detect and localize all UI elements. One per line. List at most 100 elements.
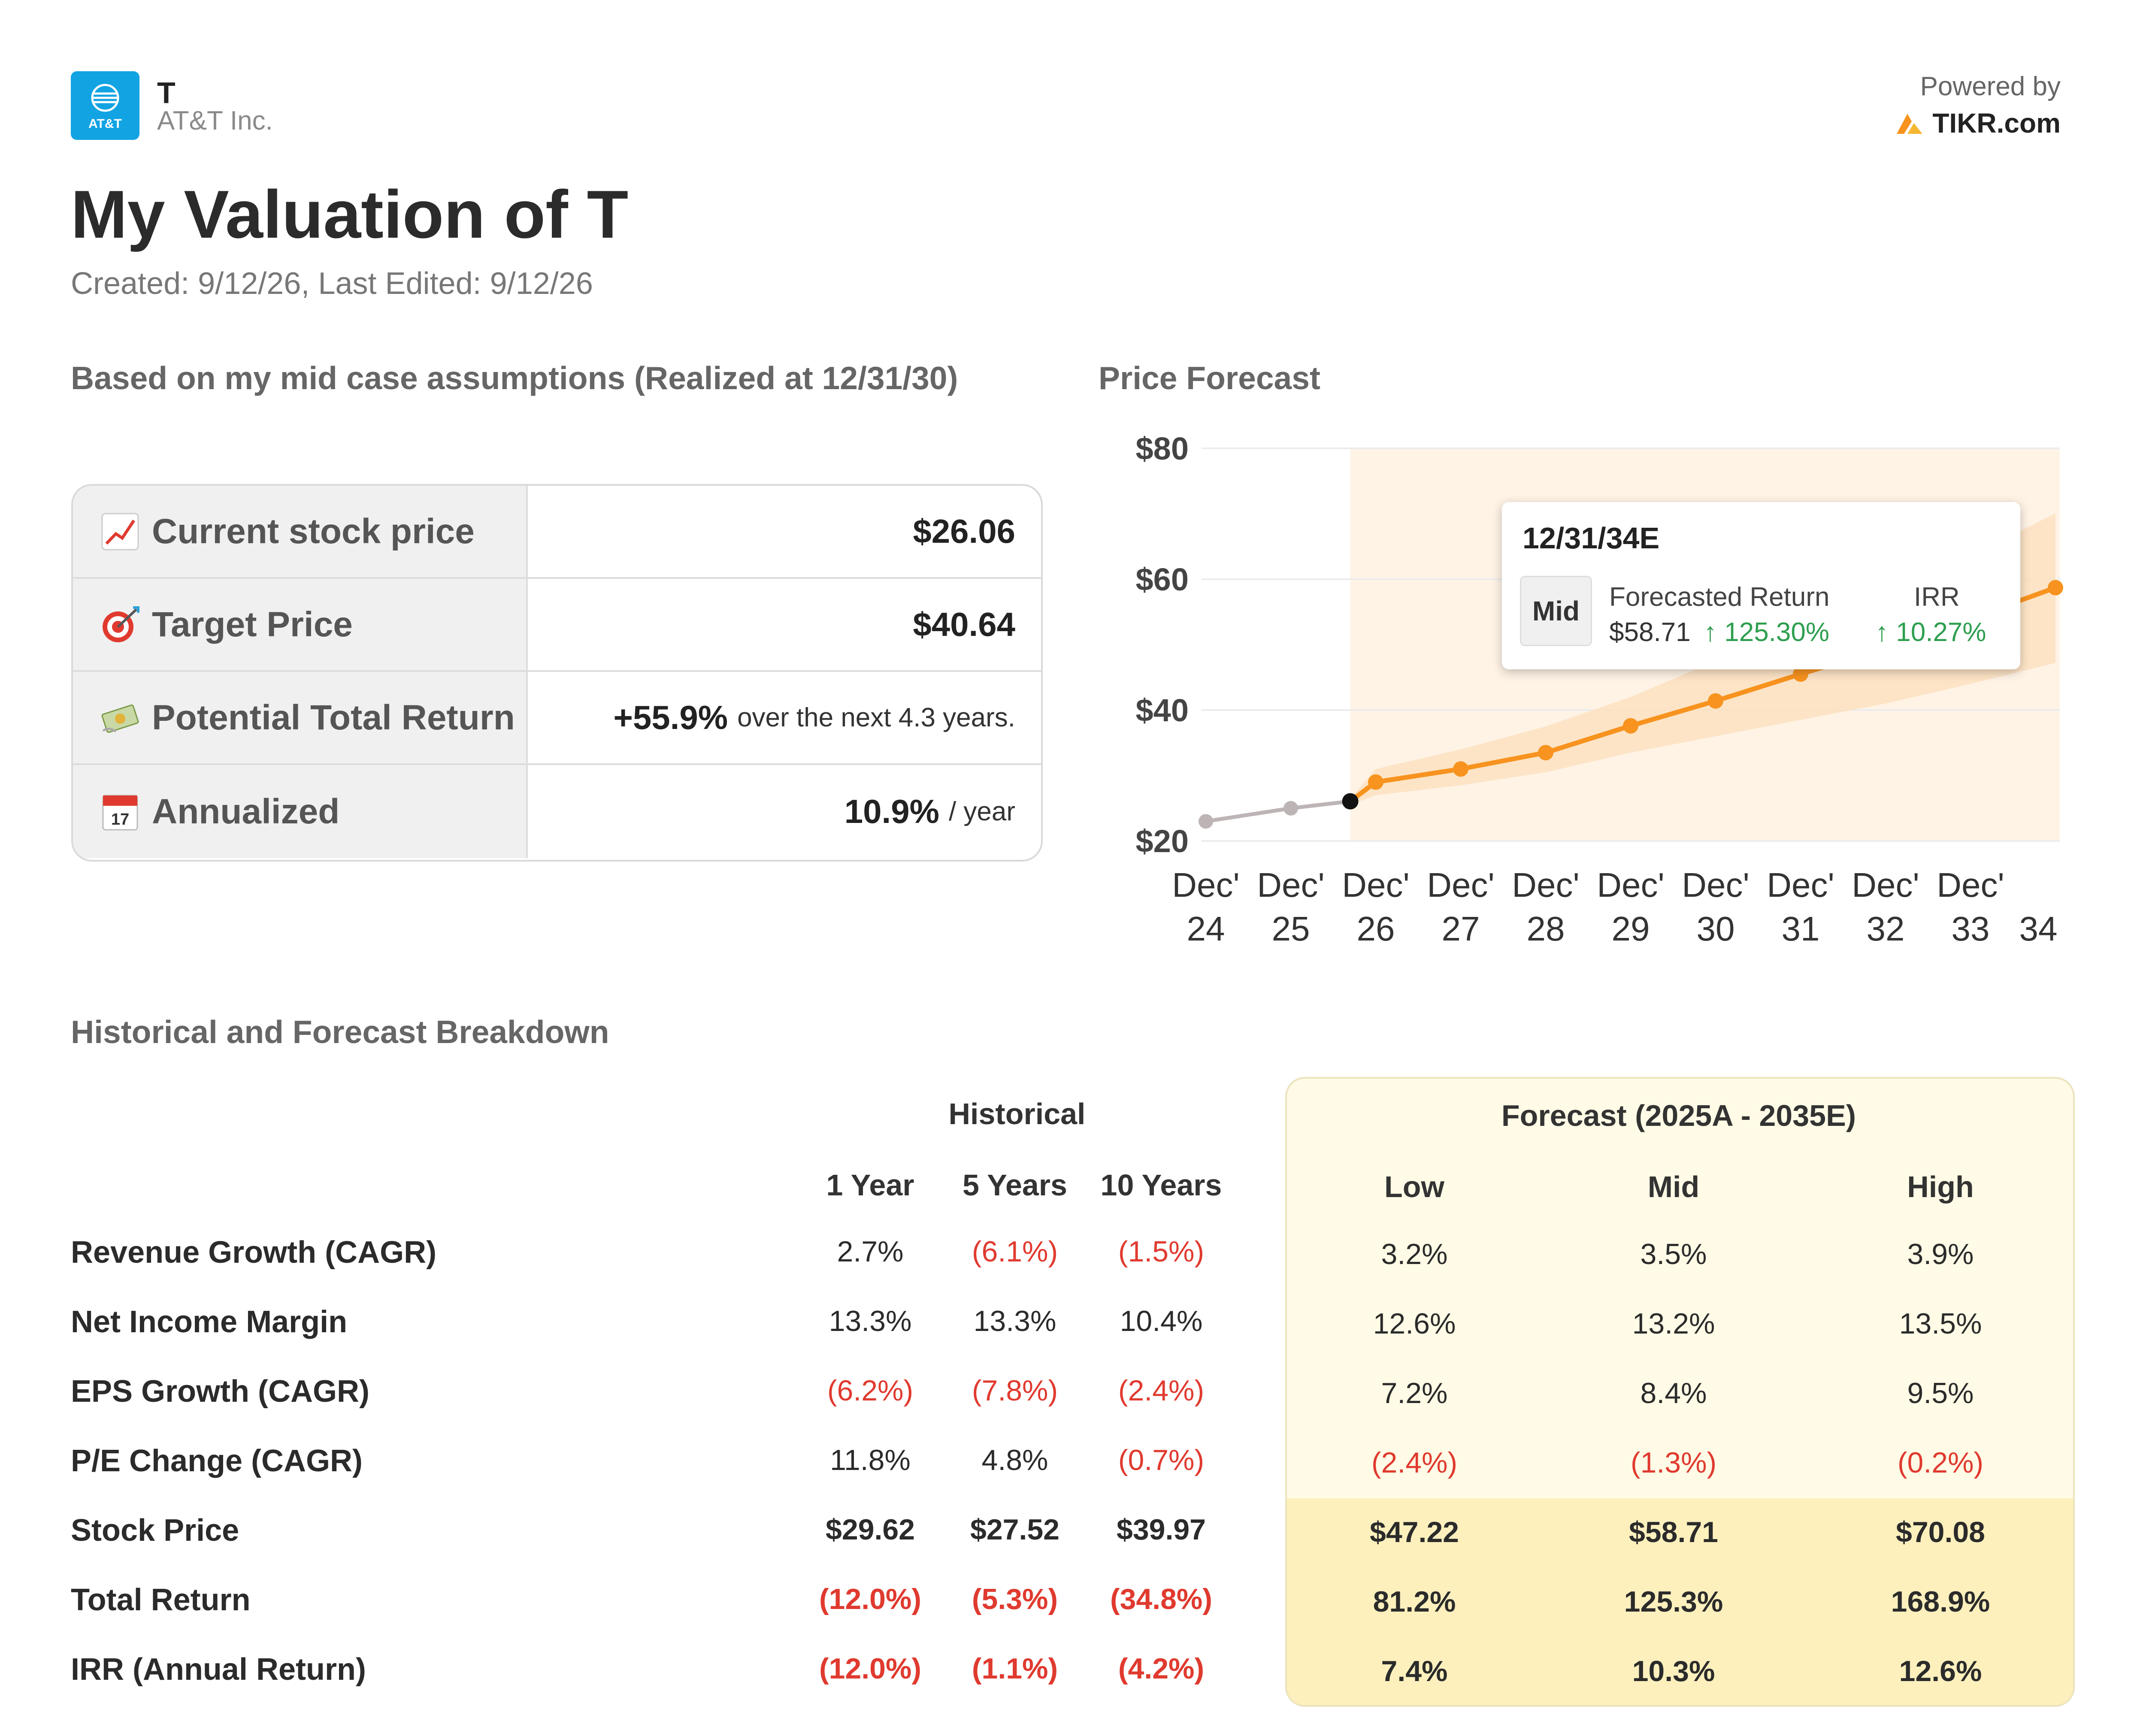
table-cell: 7.4% <box>1381 1655 1448 1688</box>
row-label: Net Income Margin <box>71 1305 348 1339</box>
row-label: Total Return <box>71 1583 251 1617</box>
historical-point <box>1283 801 1298 816</box>
col-header-5-years: 5 Years <box>963 1168 1067 1202</box>
forecast-heading: Forecast (2025A - 2035E) <box>1501 1099 1856 1132</box>
table-cell: (4.2%) <box>1118 1652 1205 1685</box>
forecast-point <box>1453 761 1468 777</box>
forecast-point <box>1368 774 1383 790</box>
tooltip-irr: ↑ 10.27% <box>1875 617 1986 647</box>
target-icon <box>99 603 142 646</box>
summary-table: Current stock price $26.06 Target Price … <box>71 484 1043 862</box>
table-cell: (1.1%) <box>972 1652 1058 1685</box>
table-cell: (7.8%) <box>972 1374 1058 1407</box>
tooltip-forecasted-return-label: Forecasted Return <box>1609 582 1830 612</box>
x-tick-label: Dec' <box>1342 866 1410 904</box>
table-cell: 2.7% <box>837 1235 904 1268</box>
company-name: AT&T Inc. <box>157 106 273 136</box>
summary-label: Potential Total Return <box>152 698 515 737</box>
table-cell: (5.3%) <box>972 1583 1058 1615</box>
y-tick-label: $60 <box>1136 562 1189 597</box>
col-header-1-year: 1 Year <box>826 1168 914 1202</box>
summary-value: 10.9% <box>844 792 939 830</box>
page-title: My Valuation of T <box>71 177 629 252</box>
table-cell: 12.6% <box>1373 1307 1456 1340</box>
x-tick-label: 32 <box>1867 910 1905 948</box>
summary-suffix: / year <box>948 797 1015 826</box>
chart-tooltip: 12/31/34E Mid Forecasted Return IRR $58.… <box>1502 502 2020 669</box>
table-cell: $47.22 <box>1370 1516 1459 1548</box>
x-tick-label: 24 <box>1187 910 1225 948</box>
calendar-icon: 17 <box>99 790 142 833</box>
col-header-high: High <box>1907 1170 1974 1204</box>
table-cell: 13.3% <box>829 1305 912 1337</box>
tikr-brand[interactable]: TIKR.com <box>1895 107 2061 139</box>
table-cell: (6.1%) <box>972 1235 1058 1268</box>
table-cell: 13.3% <box>973 1305 1056 1337</box>
table-cell: (12.0%) <box>819 1583 922 1615</box>
table-cell: 10.4% <box>1120 1305 1203 1337</box>
table-cell: 12.6% <box>1899 1655 1982 1688</box>
forecast-point <box>1708 693 1723 709</box>
table-cell: $58.71 <box>1629 1516 1718 1548</box>
forecast-point <box>1538 745 1553 761</box>
table-cell: $70.08 <box>1896 1516 1985 1548</box>
x-tick-label: Dec' <box>1682 866 1750 904</box>
table-cell: 3.2% <box>1381 1238 1448 1270</box>
x-tick-label: Dec' <box>1427 866 1495 904</box>
tooltip-return: ↑ 125.30% <box>1704 617 1829 647</box>
table-cell: $39.97 <box>1117 1513 1206 1546</box>
table-cell: (2.4%) <box>1371 1446 1458 1479</box>
created-edited-dates: Created: 9/12/26, Last Edited: 9/12/26 <box>71 266 593 301</box>
att-logo: AT&T <box>71 71 139 140</box>
table-cell: 7.2% <box>1381 1377 1448 1409</box>
x-tick-label: Dec' <box>1852 866 1919 904</box>
money-icon <box>99 696 142 739</box>
summary-row-current-price: Current stock price $26.06 <box>73 486 1041 579</box>
tikr-brand-text: TIKR.com <box>1932 108 2061 139</box>
row-label: IRR (Annual Return) <box>71 1652 366 1687</box>
tooltip-price: $58.71 <box>1609 617 1691 647</box>
summary-label: Target Price <box>152 605 353 644</box>
tooltip-case-badge: Mid <box>1520 576 1592 646</box>
col-header-low: Low <box>1384 1170 1444 1204</box>
table-cell: 13.5% <box>1899 1307 1982 1340</box>
table-cell: 4.8% <box>981 1444 1048 1476</box>
summary-suffix: over the next 4.3 years. <box>737 703 1015 732</box>
y-tick-label: $20 <box>1136 823 1189 859</box>
historical-point <box>1199 814 1213 829</box>
table-cell: 81.2% <box>1373 1585 1456 1618</box>
tikr-logo-icon <box>1897 114 1923 134</box>
x-tick-label: 25 <box>1272 910 1310 948</box>
table-cell: $29.62 <box>826 1513 915 1546</box>
tooltip-irr-label: IRR <box>1914 582 1960 612</box>
y-tick-label: $40 <box>1136 693 1189 728</box>
forecast-point <box>2048 580 2063 596</box>
forecast-highlight-rows <box>1287 1498 2073 1705</box>
table-cell: 11.8% <box>830 1444 911 1476</box>
historical-heading: Historical <box>948 1097 1086 1131</box>
x-tick-label: Dec' <box>1257 866 1325 904</box>
row-label: Revenue Growth (CAGR) <box>71 1235 437 1270</box>
chart-up-icon <box>99 510 142 553</box>
table-cell: 13.2% <box>1632 1307 1715 1340</box>
x-tick-label: Dec' <box>1597 866 1665 904</box>
x-tick-label: 29 <box>1612 910 1650 948</box>
summary-label: Annualized <box>152 792 340 831</box>
table-cell: (6.2%) <box>827 1374 914 1407</box>
table-cell: 125.3% <box>1624 1585 1723 1618</box>
x-tick-label: 31 <box>1782 910 1820 948</box>
table-cell: (0.7%) <box>1118 1444 1205 1476</box>
x-tick-label: 34 <box>2019 910 2058 948</box>
svg-text:17: 17 <box>111 811 129 829</box>
breakdown-heading: Historical and Forecast Breakdown <box>71 1014 609 1050</box>
forecast-point <box>1793 666 1808 682</box>
table-cell: 8.4% <box>1640 1377 1707 1409</box>
summary-value: $26.06 <box>913 512 1015 550</box>
table-cell: 168.9% <box>1891 1585 1990 1618</box>
table-cell: (0.2%) <box>1897 1446 1984 1479</box>
row-label: P/E Change (CAGR) <box>71 1444 363 1478</box>
historical-line <box>1205 799 1351 823</box>
table-cell: (12.0%) <box>819 1652 922 1685</box>
tooltip-date: 12/31/34E <box>1523 521 1660 555</box>
summary-label: Current stock price <box>152 511 475 551</box>
